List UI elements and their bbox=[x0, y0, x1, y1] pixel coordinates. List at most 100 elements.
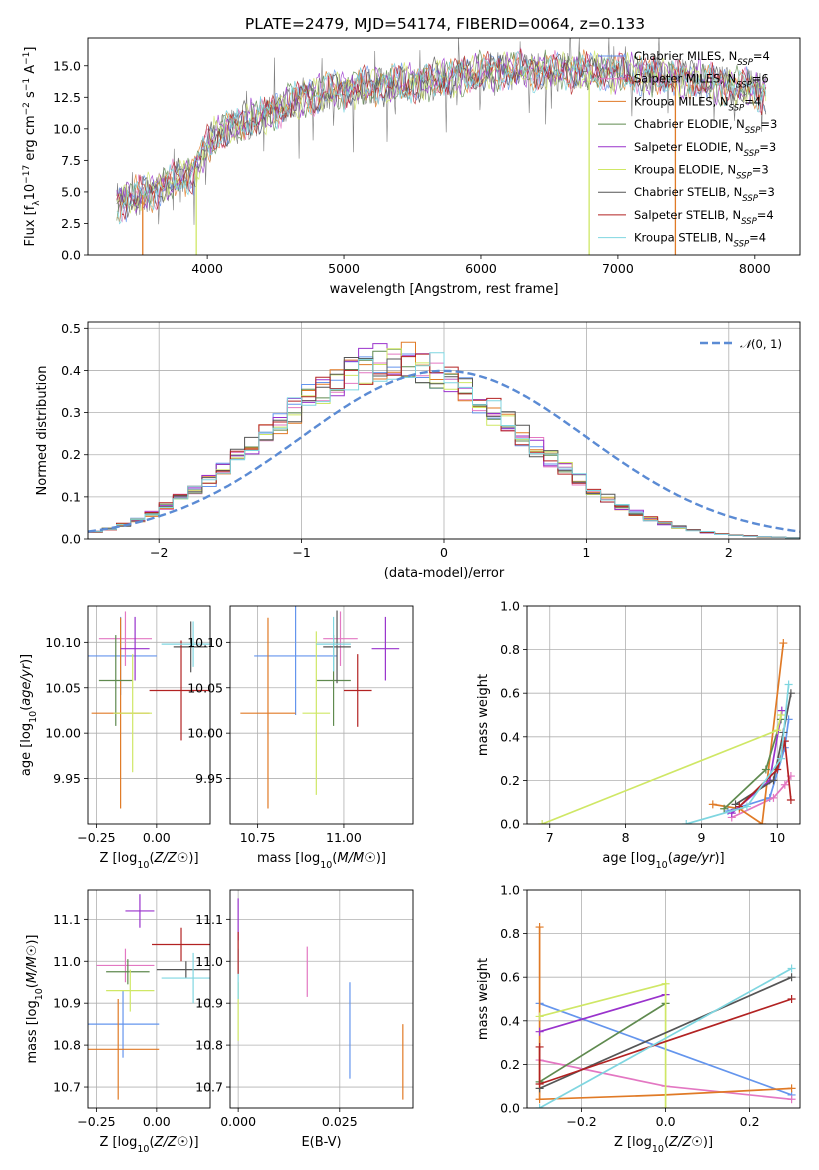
mass-weight-point bbox=[761, 765, 770, 774]
mass-vs-EBV-plot-area bbox=[237, 898, 404, 1100]
massweight-vs-Z-xlabel: Z [log10(Z/Z☉)] bbox=[614, 1135, 713, 1155]
x-tick-label: 0.00 bbox=[143, 830, 171, 845]
x-tick-label: 7 bbox=[546, 830, 554, 845]
y-tick-label: 11.1 bbox=[195, 912, 223, 927]
y-tick-label: 10.05 bbox=[45, 680, 81, 695]
mass-weight-point bbox=[777, 706, 786, 715]
legend-label: Chabrier STELIB, NSSP=3 bbox=[634, 185, 775, 204]
massweight-vs-Z-frame bbox=[526, 889, 801, 1109]
mass-weight-point bbox=[780, 780, 789, 789]
mass-weight-point bbox=[742, 802, 751, 811]
age-vs-Z-plot-area bbox=[88, 611, 210, 809]
age-vs-Z-xlabel: Z [log10(Z/Z☉)] bbox=[99, 851, 198, 871]
mass-weight-point bbox=[773, 726, 782, 735]
mass-weight-point bbox=[787, 1084, 796, 1093]
y-tick-label: 10.10 bbox=[187, 635, 223, 650]
errorbar-salpeter-miles bbox=[96, 948, 155, 983]
legend-label: Chabrier ELODIE, NSSP=3 bbox=[634, 117, 777, 136]
y-tick-label: 15.0 bbox=[53, 58, 81, 73]
y-tick-label: 0.8 bbox=[500, 642, 520, 657]
age-vs-Z-ylabel: age [log10(age/yr)] bbox=[19, 654, 39, 776]
massweight-vs-age-plot-area bbox=[538, 639, 795, 824]
y-tick-label: 11.0 bbox=[195, 954, 223, 969]
mass-weight-point bbox=[787, 1095, 796, 1104]
mass-weight-point bbox=[708, 800, 717, 809]
errorbar-chabrier-elodie bbox=[98, 635, 133, 726]
errorbar-chabrier-miles bbox=[254, 606, 338, 715]
y-tick-label: 0.1 bbox=[61, 489, 81, 504]
mass-weight-line-kroupa-stelib bbox=[686, 684, 790, 824]
errorbar-kroupa-miles bbox=[88, 999, 160, 1100]
y-tick-label: 1.0 bbox=[500, 599, 520, 614]
y-tick-label: 12.5 bbox=[53, 90, 81, 105]
legend-label: Salpeter ELODIE, NSSP=3 bbox=[634, 140, 776, 159]
errorbar-chabrier-stelib bbox=[173, 621, 208, 673]
spectrum-ylabel: Flux [fλ10−17 erg cm−2 s−1 A−1] bbox=[22, 47, 42, 247]
x-tick-label: 2 bbox=[725, 545, 733, 560]
errorbar-salpeter-elodie bbox=[120, 616, 150, 681]
x-tick-label: 0 bbox=[440, 545, 448, 560]
x-tick-label: −1 bbox=[292, 545, 310, 560]
x-tick-label: 0.0 bbox=[656, 1114, 676, 1129]
mass-weight-point bbox=[769, 776, 778, 785]
y-tick-label: 1.0 bbox=[500, 883, 520, 898]
mass-weight-point bbox=[661, 979, 670, 988]
errorbar-chabrier-miles bbox=[88, 990, 160, 1058]
y-tick-label: 0.4 bbox=[500, 729, 520, 744]
legend-label: Chabrier MILES, NSSP=4 bbox=[634, 49, 770, 68]
errorbar-kroupa-elodie bbox=[302, 631, 331, 795]
mass-vs-Z-plot-area bbox=[88, 894, 210, 1100]
x-tick-label: −0.2 bbox=[566, 1114, 596, 1129]
mass-weight-point bbox=[779, 639, 788, 648]
x-tick-label: 0.000 bbox=[220, 1114, 256, 1129]
x-tick-label: 0.025 bbox=[322, 1114, 358, 1129]
residuals-xlabel: (data-model)/error bbox=[384, 566, 505, 581]
age-vs-Z-frame bbox=[87, 605, 211, 825]
mass-vs-EBV-xlabel: E(B-V) bbox=[301, 1135, 341, 1150]
x-tick-label: 8000 bbox=[739, 261, 771, 276]
residuals-axes: −2 −1 0 1 2 0.0 0.1 0.2 0.3 0.4 0.5 bbox=[61, 321, 800, 560]
y-tick-label: 0.0 bbox=[500, 817, 520, 832]
spectrum-model-kroupa-stelib bbox=[116, 50, 767, 225]
residuals-legend: 𝒩(0, 1) bbox=[700, 337, 782, 351]
mass-weight-point bbox=[535, 1027, 544, 1036]
y-tick-label: 0.8 bbox=[500, 926, 520, 941]
spectrum-model-chabrier-stelib bbox=[116, 53, 767, 218]
mass-weight-line-kroupa-stelib bbox=[539, 967, 793, 1108]
y-tick-label: 0.2 bbox=[500, 1057, 520, 1072]
y-tick-label: 0.6 bbox=[500, 970, 520, 985]
mass-weight-point bbox=[773, 765, 782, 774]
mass-weight-point bbox=[784, 680, 793, 689]
errorbar-kroupa-stelib bbox=[161, 952, 210, 1004]
mass-weight-line-salpeter-miles bbox=[731, 775, 792, 819]
mass-weight-line-salpeter-elodie bbox=[539, 993, 666, 1033]
massweight-vs-age-xlabel: age [log10(age/yr)] bbox=[602, 851, 724, 871]
errorbar-salpeter-miles bbox=[98, 611, 153, 666]
mass-weight-point bbox=[535, 923, 544, 932]
x-tick-label: 1 bbox=[582, 545, 590, 560]
y-tick-label: 0.0 bbox=[61, 248, 81, 263]
y-tick-label: 10.9 bbox=[195, 996, 223, 1011]
errorbar-salpeter-stelib bbox=[343, 654, 372, 727]
y-tick-label: 0.4 bbox=[500, 1013, 520, 1028]
normal-distribution-curve bbox=[88, 369, 800, 533]
massweight-vs-age-frame bbox=[526, 605, 801, 825]
mass-weight-point bbox=[720, 804, 729, 813]
y-tick-label: 0.6 bbox=[500, 686, 520, 701]
age-vs-Z-axes: −0.25 0.00 9.95 10.00 10.05 10.10 bbox=[45, 606, 210, 845]
x-tick-label: 7000 bbox=[602, 261, 634, 276]
x-tick-label: 8 bbox=[622, 830, 630, 845]
spectrum-model-salpeter-stelib bbox=[116, 48, 767, 220]
mass-weight-point bbox=[535, 1095, 544, 1104]
spectrum-frame bbox=[87, 37, 801, 256]
mass-weight-point bbox=[538, 820, 547, 824]
y-tick-label: 0.0 bbox=[500, 1101, 520, 1116]
massweight-vs-Z-ylabel: mass weight bbox=[476, 958, 491, 1040]
mass-vs-Z-xlabel: Z [log10(Z/Z☉)] bbox=[99, 1135, 198, 1155]
errorbar-salpeter-elodie bbox=[371, 616, 400, 681]
errorbar-salpeter-stelib bbox=[149, 640, 210, 741]
spectrum-legend: Chabrier MILES, NSSP=4 Salpeter MILES, NS… bbox=[598, 49, 777, 250]
x-tick-label: −0.25 bbox=[77, 830, 115, 845]
y-tick-label: 9.95 bbox=[53, 771, 81, 786]
x-tick-label: 9 bbox=[697, 830, 705, 845]
